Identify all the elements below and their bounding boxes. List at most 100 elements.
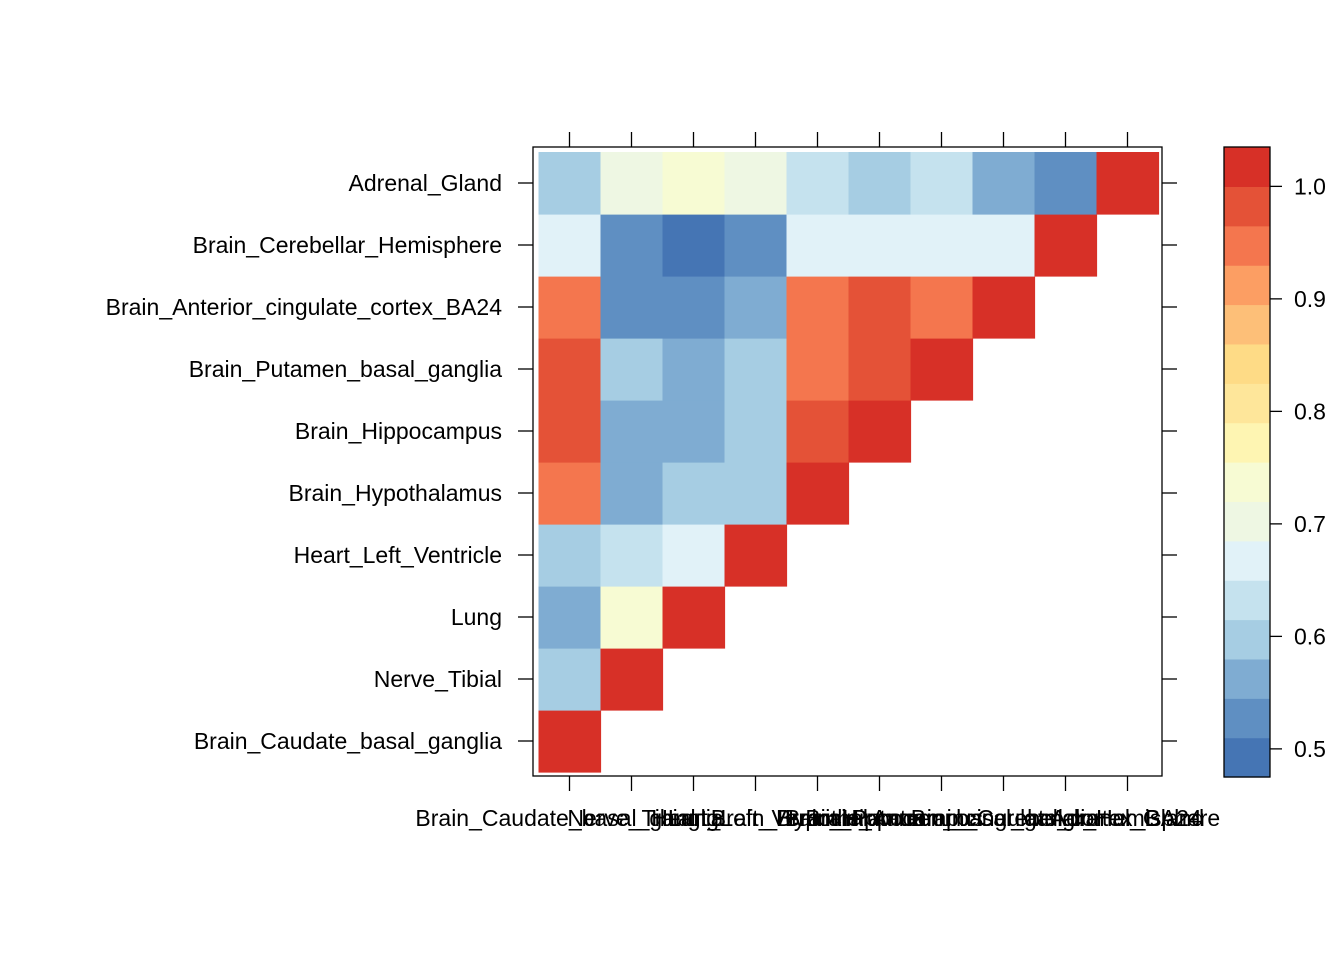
heatmap-cell (910, 152, 974, 215)
colorbar-swatch (1224, 147, 1270, 187)
x-tick-label: Adrenal_Gland (1051, 805, 1204, 831)
heatmap-cell (786, 276, 850, 339)
colorbar-frame (1223, 146, 1271, 778)
heatmap-cell (538, 524, 602, 587)
heatmap-cell (662, 586, 726, 649)
colorbar-swatch (1224, 225, 1270, 266)
x-tick-label: Brain_Caudate_basal_ganglia (415, 805, 723, 831)
heatmap-cell (724, 276, 788, 339)
colorbar-tick-label: 0.8 (1294, 398, 1326, 424)
heatmap-cell (724, 462, 788, 525)
heatmap-cell (848, 214, 912, 277)
heatmap-cell (786, 338, 850, 401)
colorbar-swatch (1224, 737, 1270, 778)
heatmap-cells (538, 152, 1160, 773)
heatmap-cell (1034, 152, 1098, 215)
y-tick-label: Nerve_Tibial (374, 666, 502, 692)
colorbar-swatch (1224, 462, 1270, 502)
x-tick-label: Brain_Putamen_basal_ganglia (785, 805, 1098, 831)
colorbar-tick-label: 0.5 (1294, 736, 1326, 762)
heatmap-cell (786, 400, 850, 463)
colorbar-swatch (1224, 658, 1270, 699)
heatmap-cell (538, 462, 602, 525)
heatmap-cell (848, 338, 912, 401)
colorbar-swatch (1224, 540, 1270, 581)
heatmap-cell (910, 276, 974, 339)
x-tick-label: Brain_Anterior_cingulate_cortex_BA24 (805, 805, 1202, 831)
heatmap-cell (972, 152, 1036, 215)
heatmap-cell (910, 338, 974, 401)
y-tick-label: Brain_Anterior_cingulate_cortex_BA24 (106, 294, 503, 320)
y-tick-label: Heart_Left_Ventricle (294, 542, 502, 568)
y-tick-label: Brain_Hippocampus (295, 418, 502, 444)
y-tick-label: Brain_Cerebellar_Hemisphere (193, 232, 502, 258)
y-tick-label: Adrenal_Gland (349, 170, 502, 196)
heatmap-cell (1096, 152, 1160, 215)
heatmap-cell (662, 338, 726, 401)
heatmap-cell (724, 152, 788, 215)
x-axis: Brain_Caudate_basal_gangliaNerve_TibialL… (415, 132, 1220, 831)
heatmap-cell (538, 276, 602, 339)
heatmap-cell (662, 400, 726, 463)
x-tick-label: Lung (668, 805, 719, 831)
heatmap-cell (910, 214, 974, 277)
heatmap-cell (600, 338, 664, 401)
colorbar-swatch (1224, 698, 1270, 739)
heatmap-cell (786, 214, 850, 277)
colorbar-swatch (1224, 343, 1270, 384)
heatmap-cell (848, 276, 912, 339)
heatmap-cell (600, 152, 664, 215)
colorbar-swatch (1224, 383, 1270, 424)
heatmap-cell (538, 338, 602, 401)
heatmap-cell (724, 338, 788, 401)
heatmap-cell (538, 214, 602, 277)
heatmap-cell (538, 586, 602, 649)
y-axis: Brain_Caudate_basal_ganglia Nerve_Tibial L… (106, 170, 1177, 754)
colorbar-swatch (1224, 304, 1270, 345)
heatmap-cell (600, 214, 664, 277)
heatmap-cell (600, 524, 664, 587)
heatmap-cell (538, 400, 602, 463)
colorbar-tick-label: 0.9 (1294, 286, 1326, 312)
heatmap-cell (848, 152, 912, 215)
heatmap-cell (662, 524, 726, 587)
x-tick-label: Nerve_Tibial (567, 805, 695, 831)
colorbar-swatch (1224, 619, 1270, 660)
colorbar-tick-label: 0.7 (1294, 511, 1326, 537)
heatmap-cell (662, 462, 726, 525)
heatmap-cell (786, 462, 850, 525)
heatmap-cell (600, 400, 664, 463)
heatmap-cell (724, 214, 788, 277)
x-tick-label: Brain_Hypothalamus (711, 805, 925, 831)
heatmap-cell (538, 710, 602, 773)
heatmap-cell (600, 276, 664, 339)
heatmap-cell (662, 214, 726, 277)
heatmap-cell (662, 152, 726, 215)
colorbar-tick-label: 0.6 (1294, 623, 1326, 649)
colorbar-tick-label: 1.0 (1294, 173, 1326, 199)
heatmap-cell (600, 648, 664, 711)
colorbar-swatch (1224, 580, 1270, 621)
heatmap-cell (724, 400, 788, 463)
heatmap-cell (600, 586, 664, 649)
y-tick-label: Brain_Putamen_basal_ganglia (189, 356, 502, 382)
heatmap-cell (848, 400, 912, 463)
heatmap-cell (600, 462, 664, 525)
y-tick-label: Lung (451, 604, 502, 630)
x-tick-label: Brain_Cerebellar_Hemisphere (911, 805, 1220, 831)
colorbar: 0.5 0.6 0.7 0.8 0.9 1.0 (1223, 146, 1326, 778)
heatmap-cell (972, 214, 1036, 277)
heatmap-cell (538, 152, 602, 215)
heatmap-cell (538, 648, 602, 711)
heatmap-cell (786, 152, 850, 215)
y-tick-label: Brain_Caudate_basal_ganglia (194, 728, 502, 754)
heatmap-cell (1034, 214, 1098, 277)
colorbar-swatch (1224, 265, 1270, 306)
x-tick-label: Brain_Hippocampus (776, 805, 983, 831)
colorbar-swatch (1224, 501, 1270, 542)
x-tick-label: Heart_Left_Ventricle (651, 805, 859, 831)
plot-frame (532, 146, 1163, 777)
heatmap-cell (972, 276, 1036, 339)
colorbar-swatch (1224, 186, 1270, 227)
